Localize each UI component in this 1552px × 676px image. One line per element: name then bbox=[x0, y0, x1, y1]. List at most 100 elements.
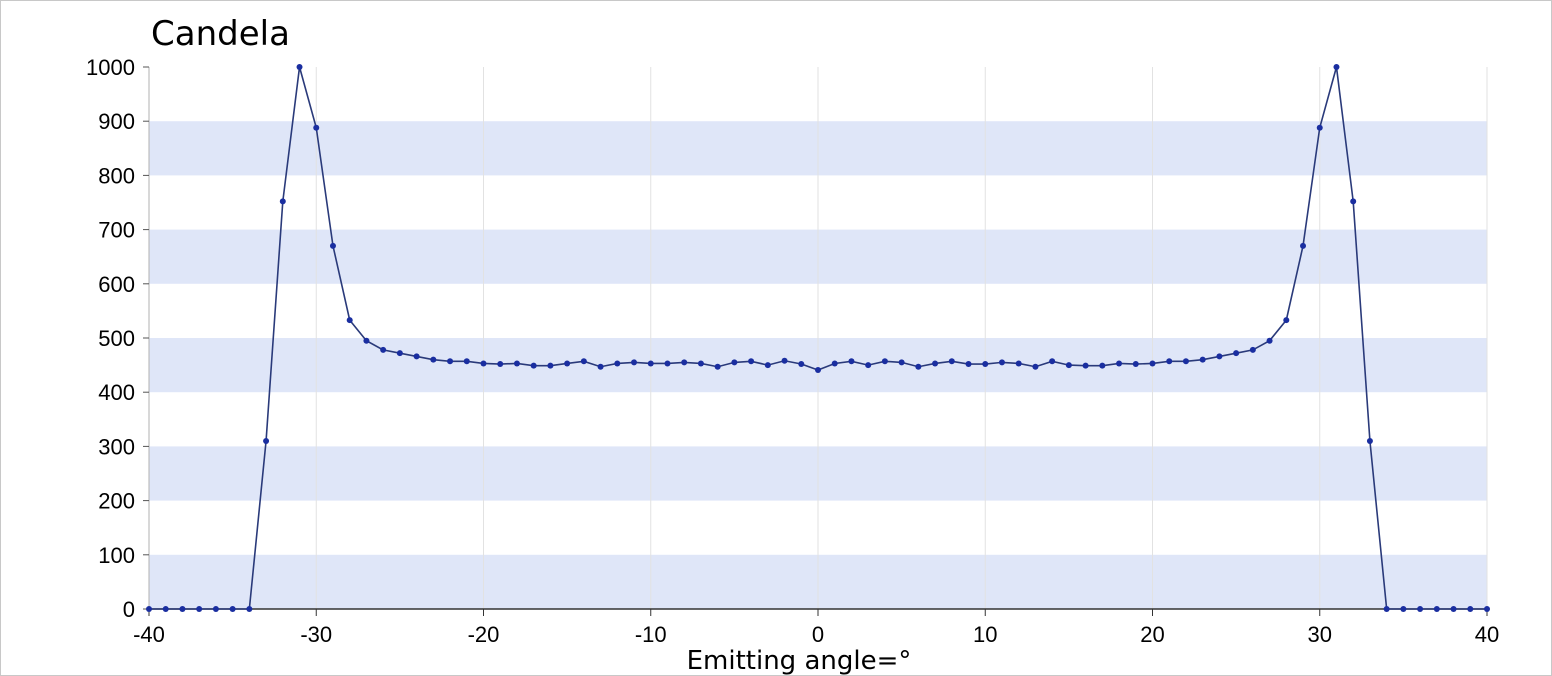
x-tick-label--40: -40 bbox=[133, 622, 165, 647]
data-point-40 bbox=[1484, 606, 1490, 612]
data-point-6 bbox=[915, 363, 922, 370]
data-point--24 bbox=[413, 353, 420, 360]
data-point-0 bbox=[815, 366, 821, 373]
data-point-23 bbox=[1199, 356, 1206, 363]
data-point-15 bbox=[1065, 362, 1072, 369]
data-point-7 bbox=[932, 360, 939, 367]
data-point--35 bbox=[229, 606, 236, 612]
data-point-31 bbox=[1333, 64, 1340, 70]
data-point--33 bbox=[263, 437, 270, 444]
data-point-16 bbox=[1082, 362, 1089, 369]
data-point-37 bbox=[1433, 606, 1440, 612]
data-point--18 bbox=[513, 360, 520, 367]
data-point--15 bbox=[564, 360, 571, 367]
y-tick-labels: 0 100 200 300 400 500 600 700 800 900 1000 bbox=[86, 55, 149, 622]
x-tick-labels: -40 -30 -20 -10 0 10 20 30 40 bbox=[133, 609, 1499, 647]
data-point-25 bbox=[1233, 350, 1240, 357]
data-point--19 bbox=[497, 361, 504, 368]
x-tick-label-10: 10 bbox=[973, 622, 997, 647]
data-point-13 bbox=[1032, 363, 1039, 370]
data-point-1 bbox=[831, 360, 838, 367]
data-point--8 bbox=[681, 359, 688, 366]
data-point--23 bbox=[430, 356, 437, 363]
y-tick-label-0: 0 bbox=[123, 597, 135, 622]
data-point--32 bbox=[279, 198, 286, 205]
data-point--11 bbox=[631, 359, 638, 366]
data-point-10 bbox=[982, 361, 989, 368]
data-point-21 bbox=[1166, 358, 1173, 365]
y-tick-label-500: 500 bbox=[98, 326, 135, 351]
data-point--17 bbox=[530, 362, 537, 369]
y-tick-label-200: 200 bbox=[98, 489, 135, 514]
data-point-19 bbox=[1132, 361, 1139, 368]
chart-title: Candela bbox=[151, 14, 290, 54]
data-point-24 bbox=[1216, 353, 1223, 360]
y-tick-label-900: 900 bbox=[98, 109, 135, 134]
data-point--29 bbox=[329, 242, 336, 249]
y-tick-label-700: 700 bbox=[98, 218, 135, 243]
data-point--9 bbox=[664, 360, 671, 367]
data-point--1 bbox=[798, 361, 805, 368]
x-tick-label-40: 40 bbox=[1475, 622, 1499, 647]
data-point-32 bbox=[1350, 198, 1357, 205]
data-point-4 bbox=[881, 358, 888, 365]
data-point--40 bbox=[146, 606, 152, 612]
x-tick-label-0: 0 bbox=[812, 622, 824, 647]
data-point--21 bbox=[463, 358, 470, 365]
data-point-12 bbox=[1015, 360, 1022, 367]
data-point--3 bbox=[764, 362, 771, 369]
x-tick-label--20: -20 bbox=[468, 622, 500, 647]
data-point--27 bbox=[363, 337, 370, 344]
data-point-38 bbox=[1450, 606, 1457, 612]
y-tick-label-1000: 1000 bbox=[86, 55, 135, 80]
data-point--34 bbox=[246, 606, 253, 612]
data-point--6 bbox=[714, 363, 721, 370]
data-point--37 bbox=[196, 606, 203, 612]
data-point-20 bbox=[1149, 360, 1156, 367]
data-point--30 bbox=[313, 124, 320, 131]
data-point--26 bbox=[380, 346, 387, 353]
data-point--4 bbox=[748, 358, 755, 365]
x-tick-label--30: -30 bbox=[300, 622, 332, 647]
data-point-9 bbox=[965, 361, 972, 368]
y-tick-label-100: 100 bbox=[98, 543, 135, 568]
series-layer bbox=[146, 64, 1490, 612]
data-point--28 bbox=[346, 317, 353, 324]
vertical-gridlines bbox=[148, 67, 1488, 609]
data-point-11 bbox=[998, 359, 1005, 366]
x-tick-label-20: 20 bbox=[1140, 622, 1164, 647]
data-point--2 bbox=[781, 357, 788, 364]
y-tick-label-400: 400 bbox=[98, 380, 135, 405]
data-point-33 bbox=[1366, 437, 1373, 444]
x-tick-label-30: 30 bbox=[1308, 622, 1332, 647]
data-point--7 bbox=[697, 360, 704, 367]
data-point-30 bbox=[1316, 124, 1323, 131]
data-point--38 bbox=[179, 606, 186, 612]
data-point--20 bbox=[480, 360, 487, 367]
y-tick-label-600: 600 bbox=[98, 272, 135, 297]
data-point-35 bbox=[1400, 606, 1407, 612]
data-point-34 bbox=[1383, 606, 1390, 612]
data-point--25 bbox=[396, 350, 403, 357]
y-tick-label-300: 300 bbox=[98, 434, 135, 459]
data-point-8 bbox=[948, 358, 955, 365]
data-point-27 bbox=[1266, 337, 1273, 344]
x-tick-label--10: -10 bbox=[635, 622, 667, 647]
data-point-18 bbox=[1116, 360, 1123, 367]
y-tick-label-800: 800 bbox=[98, 163, 135, 188]
data-point-28 bbox=[1283, 317, 1290, 324]
data-point-5 bbox=[898, 359, 905, 366]
data-point-14 bbox=[1049, 358, 1056, 365]
data-point-29 bbox=[1300, 242, 1307, 249]
data-point-26 bbox=[1249, 346, 1256, 353]
data-point--13 bbox=[597, 363, 604, 370]
data-point--22 bbox=[447, 358, 454, 365]
data-point-36 bbox=[1417, 606, 1424, 612]
x-axis-title: Emitting angle=° bbox=[687, 646, 912, 675]
data-point-22 bbox=[1182, 358, 1189, 365]
data-point--16 bbox=[547, 362, 554, 369]
data-point--12 bbox=[614, 360, 621, 367]
data-point--14 bbox=[580, 358, 587, 365]
